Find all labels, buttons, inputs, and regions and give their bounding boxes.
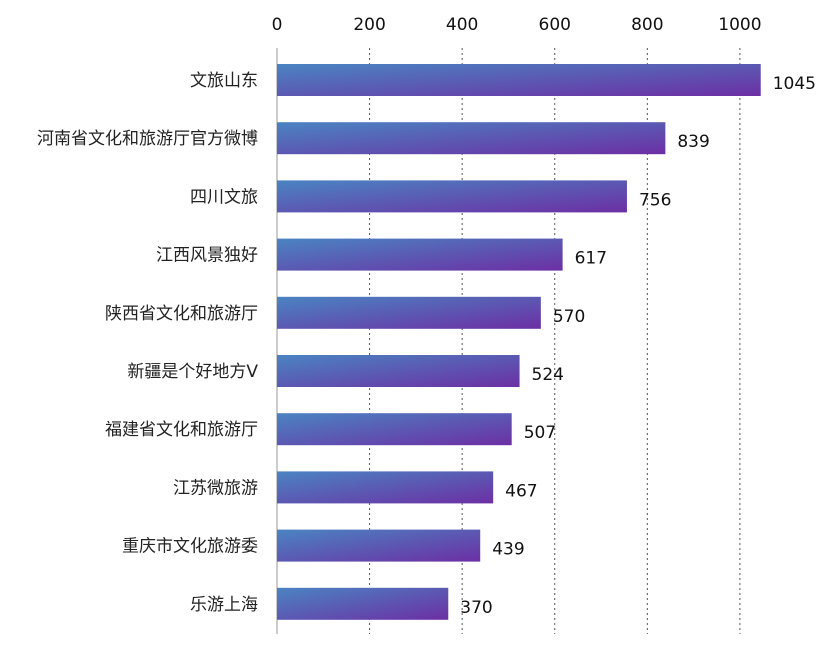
value-label: 570: [553, 307, 585, 327]
category-label: 乐游上海: [190, 595, 258, 615]
category-label: 河南省文化和旅游厅官方微博: [37, 129, 258, 149]
value-label: 617: [575, 249, 607, 269]
value-label: 1045: [773, 74, 816, 94]
x-tick-label: 1000: [718, 15, 761, 35]
bar: [277, 587, 449, 620]
value-label: 839: [677, 132, 709, 152]
x-tick-label: 800: [631, 15, 663, 35]
x-tick-label: 200: [353, 15, 385, 35]
value-label: 507: [524, 423, 556, 443]
category-label: 江苏微旅游: [173, 478, 258, 498]
bar: [277, 529, 481, 562]
category-label: 新疆是个好地方V: [127, 362, 258, 382]
bar: [277, 64, 761, 96]
x-tick-label: 400: [446, 15, 478, 35]
bar: [277, 355, 520, 387]
bar: [277, 238, 563, 271]
bar: [277, 413, 512, 446]
category-label: 陕西省文化和旅游厅: [105, 304, 258, 324]
bar: [277, 471, 494, 504]
category-label: 文旅山东: [190, 71, 258, 91]
category-labels: 文旅山东河南省文化和旅游厅官方微博四川文旅江西风景独好陕西省文化和旅游厅新疆是个…: [37, 71, 258, 615]
x-tick-label: 600: [539, 15, 571, 35]
bar: [277, 180, 627, 213]
category-label: 重庆市文化旅游委: [122, 537, 258, 557]
bar: [277, 296, 541, 329]
x-axis-ticks: 0 200 400 600 800 1000: [272, 15, 762, 35]
value-labels: 1045 839 756 617 570 524 507 467 439 370: [460, 74, 816, 618]
bar: [277, 122, 666, 155]
value-label: 439: [492, 540, 524, 560]
value-label: 467: [505, 481, 537, 501]
value-label: 370: [460, 598, 492, 618]
category-label: 江西风景独好: [156, 246, 258, 266]
value-label: 524: [532, 365, 564, 385]
x-tick-label: 0: [272, 15, 283, 35]
value-label: 756: [639, 190, 671, 210]
category-label: 福建省文化和旅游厅: [105, 420, 258, 440]
category-label: 四川文旅: [190, 187, 258, 207]
bars: [277, 64, 761, 620]
